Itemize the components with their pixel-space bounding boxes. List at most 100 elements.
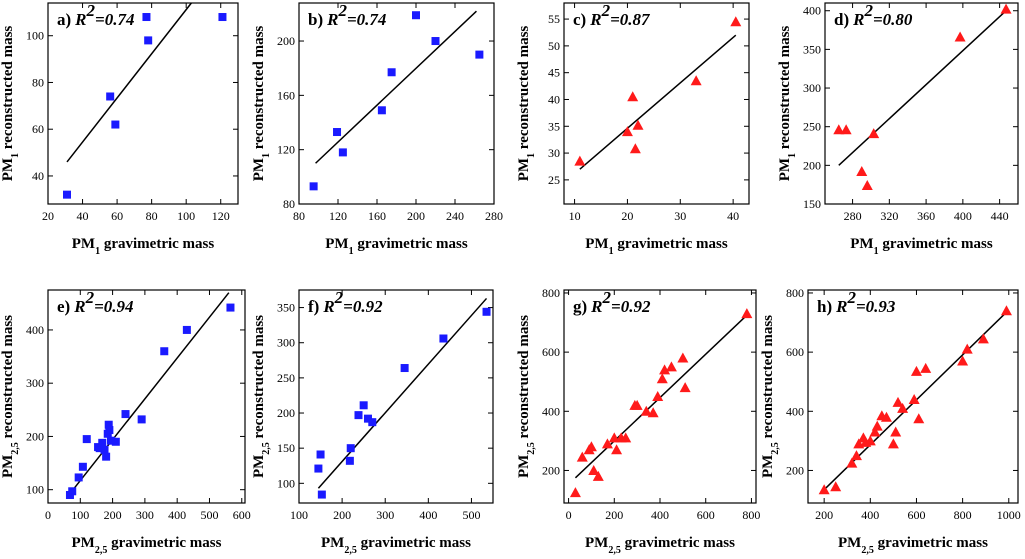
x-axis-label: PM1 gravimetric mass xyxy=(585,236,728,257)
data-point xyxy=(977,333,989,344)
r2-value: =0.74 xyxy=(95,10,134,29)
x-tick-label: 200 xyxy=(815,508,833,522)
data-point xyxy=(68,487,77,496)
data-point xyxy=(576,451,588,462)
y-tick-label: 200 xyxy=(277,406,295,420)
r2-symbol: R xyxy=(852,10,864,29)
r2-superscript: 2 xyxy=(601,1,611,20)
data-point xyxy=(475,50,484,59)
panel-tag: h) xyxy=(817,297,832,316)
data-point xyxy=(913,413,925,424)
x-tick-label: 20 xyxy=(42,209,54,223)
data-point xyxy=(677,352,689,363)
x-axis-label-suffix: gravimetric mass xyxy=(107,535,221,551)
data-point xyxy=(359,401,368,410)
data-point xyxy=(730,16,742,27)
plot-frame xyxy=(47,289,246,504)
data-point xyxy=(656,373,668,384)
data-point xyxy=(368,418,377,427)
y-axis-label-prefix: PM xyxy=(0,455,16,478)
data-point xyxy=(880,411,892,422)
y-axis-label: PM2,5 reconstructed mass xyxy=(516,315,537,478)
data-point xyxy=(818,484,830,495)
data-point xyxy=(338,148,347,157)
y-tick-label: 100 xyxy=(277,476,295,490)
x-axis-label: PM2,5 gravimetric mass xyxy=(585,535,735,556)
x-tick-label: 60 xyxy=(111,209,123,223)
data-point xyxy=(631,399,643,410)
plot-frame xyxy=(298,289,494,504)
r2-symbol: R xyxy=(74,10,86,29)
x-axis-label-suffix: gravimetric mass xyxy=(621,535,735,551)
data-point xyxy=(850,450,862,461)
data-point xyxy=(400,364,409,373)
r2-superscript: 2 xyxy=(337,1,347,20)
x-tick-label: 20 xyxy=(621,209,633,223)
y-tick-label: 250 xyxy=(277,371,295,385)
y-axis-label-subscript: 1 xyxy=(526,153,537,158)
r2-symbol: R xyxy=(326,10,338,29)
y-tick-label: 150 xyxy=(277,441,295,455)
y-axis-label: PM2,5 reconstructed mass xyxy=(0,315,21,478)
y-axis-label-suffix: reconstructed mass xyxy=(760,315,776,442)
x-tick-label: 30 xyxy=(674,209,686,223)
plot-frame xyxy=(298,2,495,205)
r2-symbol: R xyxy=(322,297,334,316)
r2-superscript: 2 xyxy=(86,1,96,20)
panel-tag: d) xyxy=(834,10,849,29)
r2-value: =0.80 xyxy=(873,10,913,29)
x-tick-label: 280 xyxy=(844,209,862,223)
panel-annotation: b) R2=0.74 xyxy=(308,1,386,30)
x-axis-label-suffix: gravimetric mass xyxy=(100,236,214,252)
y-axis-label-suffix: reconstructed mass xyxy=(777,26,793,153)
data-point xyxy=(871,420,883,431)
x-tick-label: 0 xyxy=(566,508,572,522)
x-tick-label: 600 xyxy=(233,508,251,522)
x-tick-label: 300 xyxy=(136,508,154,522)
r2-symbol: R xyxy=(589,10,601,29)
data-point xyxy=(104,420,113,429)
x-axis-label-suffix: gravimetric mass xyxy=(614,236,728,252)
data-point xyxy=(864,435,876,446)
data-point xyxy=(665,361,677,372)
data-point xyxy=(431,37,440,46)
x-tick-label: 360 xyxy=(917,209,935,223)
panel-annotation: e) R2=0.94 xyxy=(57,288,134,317)
y-tick-label: 400 xyxy=(26,323,44,337)
panel-f: 100 200 300 400 500 100 150 200 250 300 350 f) R2=0.… xyxy=(251,288,494,556)
data-point xyxy=(890,426,902,437)
y-axis-label-subscript: 2,5 xyxy=(261,442,272,455)
y-tick-label: 800 xyxy=(542,286,560,300)
y-axis-label-suffix: reconstructed mass xyxy=(251,315,267,442)
r2-superscript: 2 xyxy=(846,288,856,307)
data-point xyxy=(105,426,114,435)
data-point xyxy=(182,325,191,334)
panel-annotation: g) R2=0.92 xyxy=(573,288,651,317)
data-point xyxy=(632,119,644,130)
data-point xyxy=(574,155,586,166)
x-tick-label: 500 xyxy=(200,508,218,522)
y-axis-label: PM1 reconstructed mass xyxy=(516,26,537,182)
x-tick-label: 400 xyxy=(954,209,972,223)
y-tick-label: 350 xyxy=(803,42,821,56)
x-tick-label: 0 xyxy=(45,508,51,522)
data-point xyxy=(111,437,120,446)
data-point xyxy=(897,402,909,413)
data-point xyxy=(98,438,107,447)
data-point xyxy=(601,438,613,449)
data-point xyxy=(868,128,880,139)
x-tick-label: 200 xyxy=(333,508,351,522)
r2-value: =0.87 xyxy=(610,10,651,29)
data-point xyxy=(363,414,372,423)
r2-value: =0.94 xyxy=(94,297,133,316)
panel-tag: b) xyxy=(308,10,323,29)
data-point xyxy=(861,179,873,190)
data-point xyxy=(627,91,639,102)
y-axis-label-subscript: 1 xyxy=(261,153,272,158)
x-tick-label: 80 xyxy=(293,209,305,223)
x-tick-label: 40 xyxy=(727,209,739,223)
data-point xyxy=(137,415,146,424)
data-point xyxy=(869,426,881,437)
y-tick-label: 45 xyxy=(548,66,560,80)
